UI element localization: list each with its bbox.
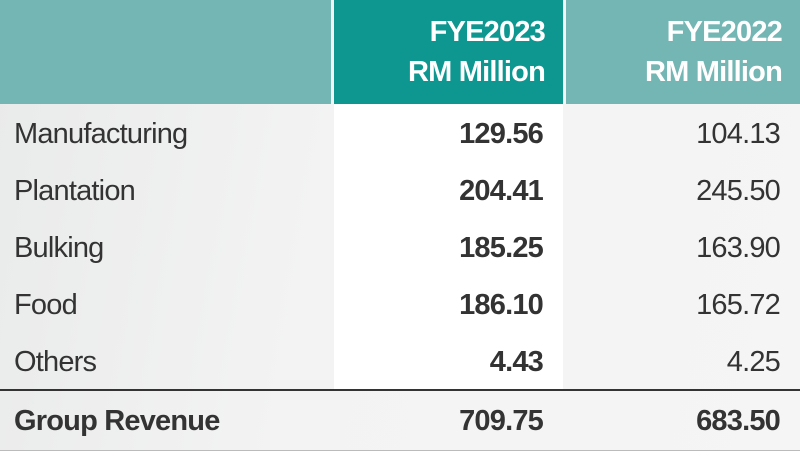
total-value: 709.75 (459, 404, 544, 437)
row-label: Bulking (14, 232, 104, 264)
header-year: FYE2022 (666, 16, 783, 48)
total-value: 683.50 (696, 404, 781, 437)
row-value: 129.56 (459, 118, 544, 150)
row-value: 245.50 (696, 175, 781, 207)
highlight-column (334, 104, 563, 390)
row-value: 186.10 (459, 289, 544, 321)
row-value: 104.13 (696, 118, 781, 150)
row-label: Others (14, 346, 97, 378)
header-blank (0, 0, 331, 104)
total-rule (0, 389, 800, 391)
row-value: 4.25 (726, 346, 781, 378)
row-label: Food (14, 289, 78, 321)
row-value: 204.41 (459, 175, 544, 207)
header-cell: FYE2022 RM Million (566, 0, 800, 104)
header-unit: RM Million (408, 56, 546, 88)
row-value: 185.25 (459, 232, 544, 264)
row-value: 4.43 (489, 346, 544, 378)
row-label: Manufacturing (14, 118, 188, 150)
header-cell: FYE2023 RM Million (334, 0, 563, 104)
row-value: 163.90 (696, 232, 781, 264)
header-unit: RM Million (645, 56, 783, 88)
bottom-margin (0, 451, 800, 460)
total-label: Group Revenue (14, 404, 220, 437)
row-value: 165.72 (696, 289, 781, 321)
row-label: Plantation (14, 175, 136, 207)
header-year: FYE2023 (429, 16, 546, 48)
bottom-rule (0, 450, 800, 451)
